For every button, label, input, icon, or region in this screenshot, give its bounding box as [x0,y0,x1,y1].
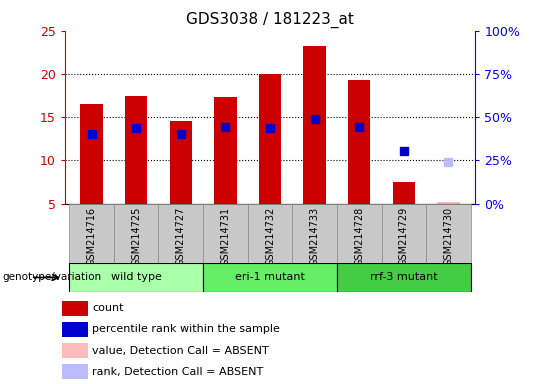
Bar [63,364,87,379]
Text: rrf-3 mutant: rrf-3 mutant [370,272,437,283]
Text: GSM214727: GSM214727 [176,207,186,266]
Bar [203,263,337,292]
Bar [382,204,426,263]
Bar [63,322,87,337]
Bar [80,104,103,204]
Bar [69,263,203,292]
Text: genotype/variation: genotype/variation [3,272,102,283]
Text: value, Detection Call = ABSENT: value, Detection Call = ABSENT [92,346,269,356]
Bar [214,97,237,204]
Bar [114,204,158,263]
Bar [393,182,415,204]
Text: GSM214733: GSM214733 [309,207,320,266]
Bar [337,204,382,263]
Bar [203,204,248,263]
Text: GSM214730: GSM214730 [443,207,454,266]
Text: eri-1 mutant: eri-1 mutant [235,272,305,283]
Text: GSM214732: GSM214732 [265,207,275,266]
Text: wild type: wild type [111,272,161,283]
Bar [303,46,326,204]
Text: GSM214725: GSM214725 [131,207,141,266]
Bar [63,343,87,358]
Text: rank, Detection Call = ABSENT: rank, Detection Call = ABSENT [92,367,263,377]
Bar [63,301,87,316]
Bar [248,204,292,263]
Bar [437,202,460,204]
Text: GSM214731: GSM214731 [220,207,231,266]
Bar [170,121,192,204]
Bar [69,204,114,263]
Text: percentile rank within the sample: percentile rank within the sample [92,324,280,334]
Bar [158,204,203,263]
Bar [259,74,281,204]
Bar [348,80,370,204]
Text: GSM214728: GSM214728 [354,207,364,266]
Bar [337,263,471,292]
Bar [125,96,147,204]
Text: count: count [92,303,124,313]
Bar [292,204,337,263]
Bar [426,204,471,263]
Text: GSM214716: GSM214716 [86,207,97,266]
Title: GDS3038 / 181223_at: GDS3038 / 181223_at [186,12,354,28]
Text: GSM214729: GSM214729 [399,207,409,266]
